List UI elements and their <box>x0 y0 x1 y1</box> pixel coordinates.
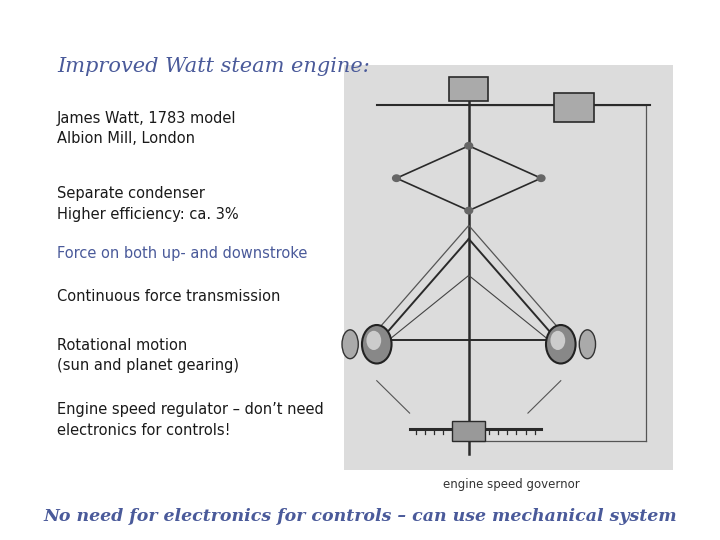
Text: Force on both up- and downstroke: Force on both up- and downstroke <box>57 246 307 261</box>
Circle shape <box>392 175 400 181</box>
Text: Engine speed regulator – don’t need
electronics for controls!: Engine speed regulator – don’t need elec… <box>57 402 324 438</box>
Circle shape <box>537 175 545 181</box>
Bar <box>554 93 594 122</box>
Ellipse shape <box>342 330 359 359</box>
Bar <box>344 65 672 470</box>
Circle shape <box>465 207 472 214</box>
Text: No need for electronics for controls – can use mechanical system: No need for electronics for controls – c… <box>43 508 677 525</box>
Bar <box>452 421 485 442</box>
Circle shape <box>465 143 472 149</box>
Text: Separate condenser
Higher efficiency: ca. 3%: Separate condenser Higher efficiency: ca… <box>57 186 239 222</box>
Ellipse shape <box>362 325 392 363</box>
Text: engine speed governor: engine speed governor <box>443 478 580 491</box>
Ellipse shape <box>546 325 575 363</box>
Text: Rotational motion
(sun and planet gearing): Rotational motion (sun and planet gearin… <box>57 338 239 373</box>
Ellipse shape <box>366 331 381 350</box>
Ellipse shape <box>550 331 565 350</box>
Bar <box>449 77 488 102</box>
Text: Continuous force transmission: Continuous force transmission <box>57 289 281 304</box>
Text: Improved Watt steam engine:: Improved Watt steam engine: <box>57 57 370 76</box>
Ellipse shape <box>580 330 595 359</box>
Text: James Watt, 1783 model
Albion Mill, London: James Watt, 1783 model Albion Mill, Lond… <box>57 111 237 146</box>
